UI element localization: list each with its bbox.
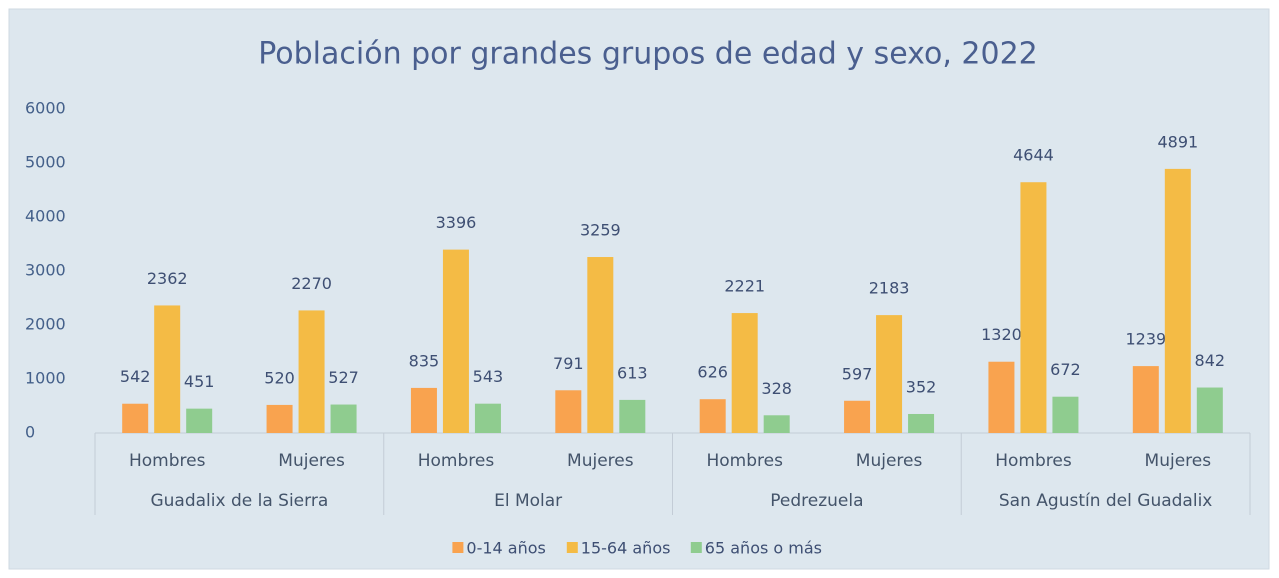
bar bbox=[1196, 387, 1223, 433]
group-label: Guadalix de la Sierra bbox=[150, 491, 328, 511]
bar bbox=[1164, 168, 1191, 434]
data-label: 613 bbox=[617, 363, 648, 382]
bar bbox=[731, 313, 758, 433]
data-label: 4644 bbox=[1013, 146, 1054, 165]
bar bbox=[1132, 366, 1159, 433]
x-tick-label: Hombres bbox=[129, 451, 206, 471]
data-label: 2221 bbox=[724, 277, 765, 296]
bar bbox=[330, 404, 357, 433]
legend-swatch bbox=[452, 542, 464, 553]
group-label: San Agustín del Guadalix bbox=[999, 491, 1212, 511]
data-label: 543 bbox=[473, 367, 504, 386]
x-tick-label: Mujeres bbox=[278, 451, 345, 471]
bar bbox=[1052, 396, 1079, 433]
data-label: 597 bbox=[842, 364, 873, 383]
bar bbox=[1020, 182, 1047, 433]
bar bbox=[154, 305, 181, 433]
x-tick-label: Hombres bbox=[418, 451, 495, 471]
bar bbox=[298, 310, 325, 433]
bar bbox=[186, 408, 213, 433]
bar bbox=[587, 257, 614, 433]
legend-swatch bbox=[566, 542, 578, 553]
legend-label: 65 años o más bbox=[705, 539, 822, 558]
data-label: 328 bbox=[761, 379, 792, 398]
group-label: El Molar bbox=[494, 491, 562, 511]
data-label: 542 bbox=[120, 367, 151, 386]
chart-background bbox=[8, 8, 1270, 570]
bar bbox=[555, 390, 582, 433]
data-label: 842 bbox=[1195, 351, 1226, 370]
bar bbox=[619, 399, 646, 433]
bar bbox=[844, 400, 871, 433]
data-label: 451 bbox=[184, 372, 215, 391]
x-tick-label: Hombres bbox=[706, 451, 783, 471]
data-label: 3259 bbox=[580, 221, 621, 240]
legend-label: 0-14 años bbox=[466, 539, 545, 558]
data-label: 520 bbox=[264, 368, 295, 387]
y-tick-label: 2000 bbox=[25, 315, 66, 334]
y-tick-label: 6000 bbox=[25, 99, 66, 118]
data-label: 1239 bbox=[1125, 330, 1166, 349]
data-label: 2362 bbox=[147, 269, 188, 288]
x-tick-label: Mujeres bbox=[567, 451, 634, 471]
data-label: 835 bbox=[409, 351, 440, 370]
data-label: 2270 bbox=[291, 274, 332, 293]
y-tick-label: 3000 bbox=[25, 261, 66, 280]
y-tick-label: 5000 bbox=[25, 153, 66, 172]
bar bbox=[442, 249, 469, 433]
bar bbox=[266, 404, 293, 433]
group-label: Pedrezuela bbox=[770, 491, 863, 511]
data-label: 527 bbox=[328, 368, 359, 387]
data-label: 626 bbox=[697, 363, 728, 382]
legend-label: 15-64 años bbox=[581, 539, 671, 558]
data-label: 791 bbox=[553, 354, 584, 373]
legend-swatch bbox=[690, 542, 702, 553]
bar bbox=[988, 361, 1015, 433]
x-tick-label: Mujeres bbox=[1145, 451, 1212, 471]
data-label: 4891 bbox=[1157, 132, 1198, 151]
bar bbox=[908, 413, 935, 433]
bar bbox=[876, 315, 903, 433]
bar bbox=[763, 415, 790, 433]
data-label: 1320 bbox=[981, 325, 1022, 344]
bar bbox=[410, 387, 437, 433]
bar bbox=[699, 399, 726, 433]
x-tick-label: Hombres bbox=[995, 451, 1072, 471]
bar bbox=[474, 403, 501, 433]
y-tick-label: 0 bbox=[25, 423, 35, 442]
data-label: 2183 bbox=[869, 279, 910, 298]
data-label: 352 bbox=[906, 377, 937, 396]
chart-title: Población por grandes grupos de edad y s… bbox=[258, 37, 1038, 72]
y-tick-label: 1000 bbox=[25, 369, 66, 388]
bar bbox=[122, 403, 149, 433]
x-tick-label: Mujeres bbox=[856, 451, 923, 471]
data-label: 672 bbox=[1050, 360, 1081, 379]
y-tick-label: 4000 bbox=[25, 207, 66, 226]
data-label: 3396 bbox=[436, 213, 477, 232]
